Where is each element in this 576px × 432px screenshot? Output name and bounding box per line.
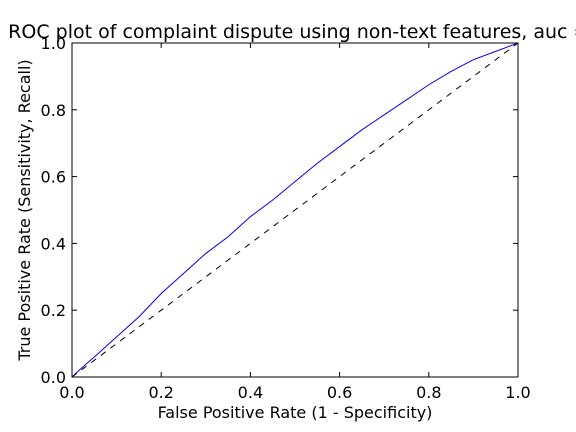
y-tick-label: 1.0 [41, 34, 66, 53]
plot-frame [71, 42, 519, 378]
roc-curve-line [71, 42, 519, 378]
x-axis-label: False Positive Rate (1 - Specificity) [158, 403, 433, 422]
y-tick-label: 0.2 [41, 301, 66, 320]
y-tick-label: 0.0 [41, 368, 66, 387]
y-axis-label: True Positive Rate (Sensitivity, Recall) [15, 59, 34, 361]
x-tick-label: 0.6 [327, 383, 352, 402]
chance-diagonal-line [71, 42, 519, 378]
x-tick-label: 0.8 [416, 383, 441, 402]
y-tick-label: 0.8 [41, 101, 66, 120]
x-tick-label: 0.2 [148, 383, 173, 402]
y-tick-label: 0.6 [41, 168, 66, 187]
y-tick-label: 0.4 [41, 234, 66, 253]
chart-title: ROC plot of complaint dispute using non-… [8, 21, 576, 43]
x-tick-label: 1.0 [505, 383, 530, 402]
x-tick-label: 0.0 [59, 383, 84, 402]
x-tick-label: 0.4 [238, 383, 263, 402]
